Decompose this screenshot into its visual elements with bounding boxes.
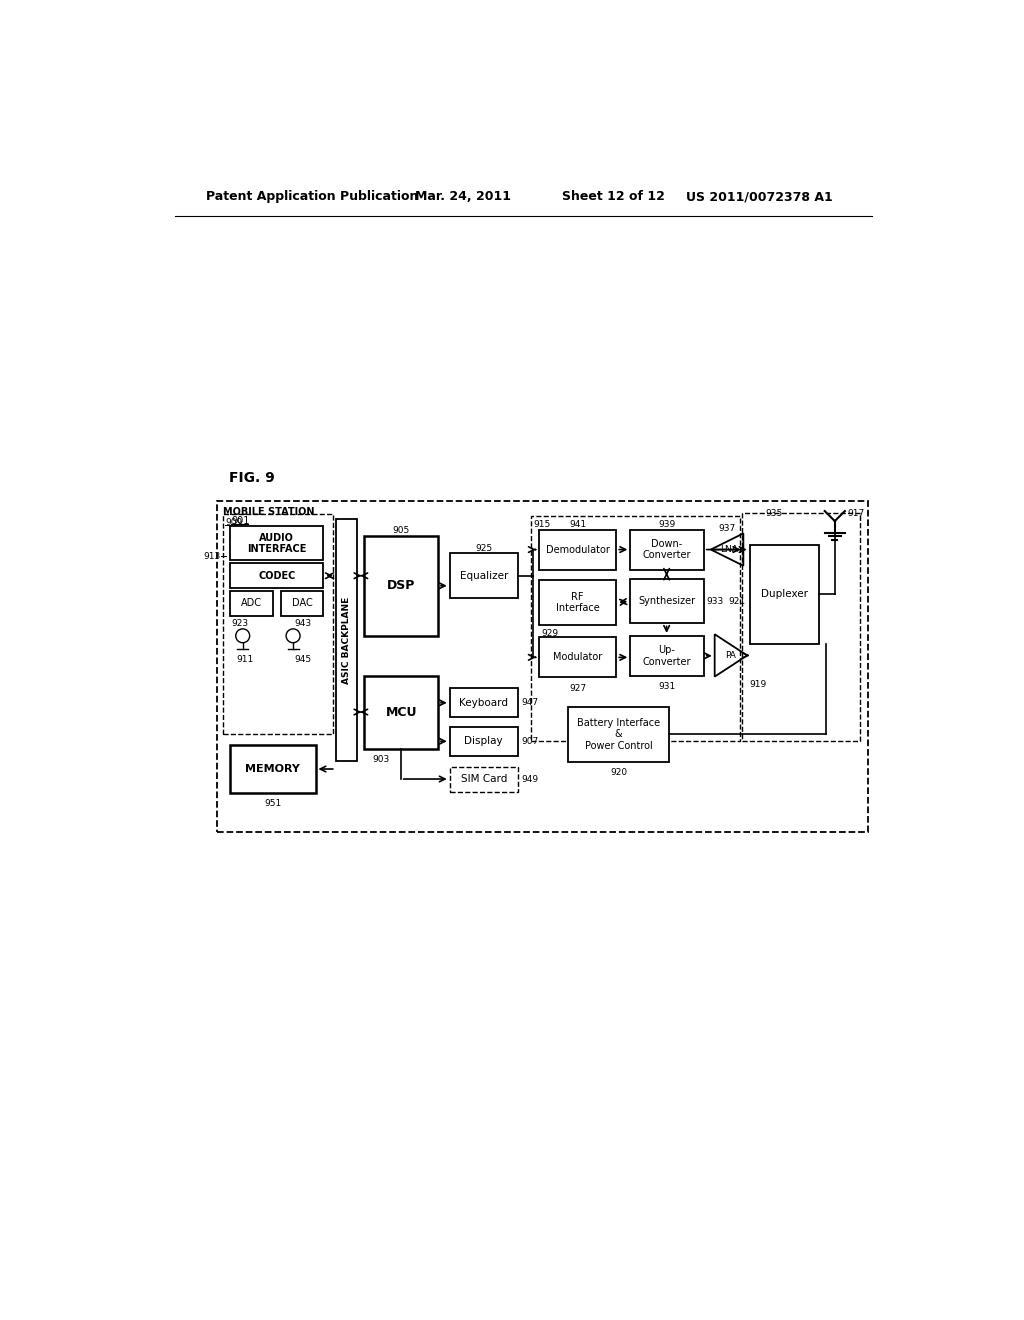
Text: 915: 915 [534,520,551,529]
Text: MEMORY: MEMORY [246,764,300,774]
Text: 927: 927 [569,684,586,693]
Text: DSP: DSP [387,579,416,593]
Text: 909: 909 [225,517,242,527]
Text: Duplexer: Duplexer [761,589,808,599]
Text: Demodulator: Demodulator [546,545,609,554]
Text: Battery Interface
&
Power Control: Battery Interface & Power Control [577,718,660,751]
Text: MCU: MCU [385,706,417,719]
Bar [568,706,669,762]
Text: 937: 937 [719,524,735,533]
Text: Modulator: Modulator [553,652,602,663]
Text: 947: 947 [521,698,539,708]
Text: 907: 907 [521,737,539,746]
Text: 939: 939 [658,520,675,529]
Text: US 2011/0072378 A1: US 2011/0072378 A1 [686,190,833,203]
Bar [450,688,518,718]
Text: Keyboard: Keyboard [459,698,508,708]
Text: 913: 913 [204,552,221,561]
Text: 920: 920 [610,768,627,777]
Bar [450,726,518,756]
Bar [450,767,518,792]
Text: 933: 933 [707,597,723,606]
Text: 917: 917 [847,510,864,517]
Text: DAC: DAC [292,598,312,609]
Text: 923: 923 [231,619,249,628]
Bar [336,519,357,762]
Text: 929: 929 [541,628,558,638]
Text: 949: 949 [521,775,539,784]
Text: Up-
Converter: Up- Converter [643,645,691,667]
Text: 911: 911 [237,655,254,664]
Bar [539,529,616,570]
Bar [539,581,616,626]
Bar [630,636,703,676]
Bar [230,591,273,615]
Text: Synthesizer: Synthesizer [638,597,695,606]
Text: SIM Card: SIM Card [461,775,507,784]
Bar [222,515,334,734]
Text: Equalizer: Equalizer [460,570,508,581]
Text: 943: 943 [295,619,311,628]
Bar [630,578,703,623]
Text: 901: 901 [231,516,250,527]
Text: Mar. 24, 2011: Mar. 24, 2011 [415,190,511,203]
Text: RF
Interface: RF Interface [556,591,599,614]
Text: 951: 951 [264,799,282,808]
Text: 919: 919 [750,681,767,689]
Text: 925: 925 [475,544,493,553]
Text: 903: 903 [372,755,389,764]
Text: 931: 931 [658,682,675,690]
Text: 941: 941 [569,520,586,529]
Bar [230,527,324,561]
Bar [630,529,703,570]
Bar [365,676,438,748]
Text: 905: 905 [392,527,410,536]
Text: 921: 921 [728,598,745,606]
Text: AUDIO
INTERFACE: AUDIO INTERFACE [247,532,306,554]
Bar [531,516,740,742]
Bar [230,564,324,589]
Bar [741,512,859,742]
Text: ASIC BACKPLANE: ASIC BACKPLANE [342,597,351,684]
Bar [750,545,819,644]
Bar [450,553,518,598]
Text: 945: 945 [295,655,311,664]
Text: ADC: ADC [241,598,262,609]
Text: Display: Display [465,737,503,746]
Bar [281,591,324,615]
Text: Down-
Converter: Down- Converter [643,539,691,561]
Bar [365,536,438,636]
Bar [230,744,315,793]
Bar [217,502,868,832]
Text: Sheet 12 of 12: Sheet 12 of 12 [562,190,665,203]
Bar [539,638,616,677]
Text: FIG. 9: FIG. 9 [228,471,274,484]
Text: 935: 935 [765,508,782,517]
Text: PA: PA [726,651,736,660]
Text: LNA: LNA [721,545,738,554]
Text: MOBILE STATION: MOBILE STATION [223,507,314,517]
Text: Patent Application Publication: Patent Application Publication [206,190,418,203]
Text: CODEC: CODEC [258,570,296,581]
